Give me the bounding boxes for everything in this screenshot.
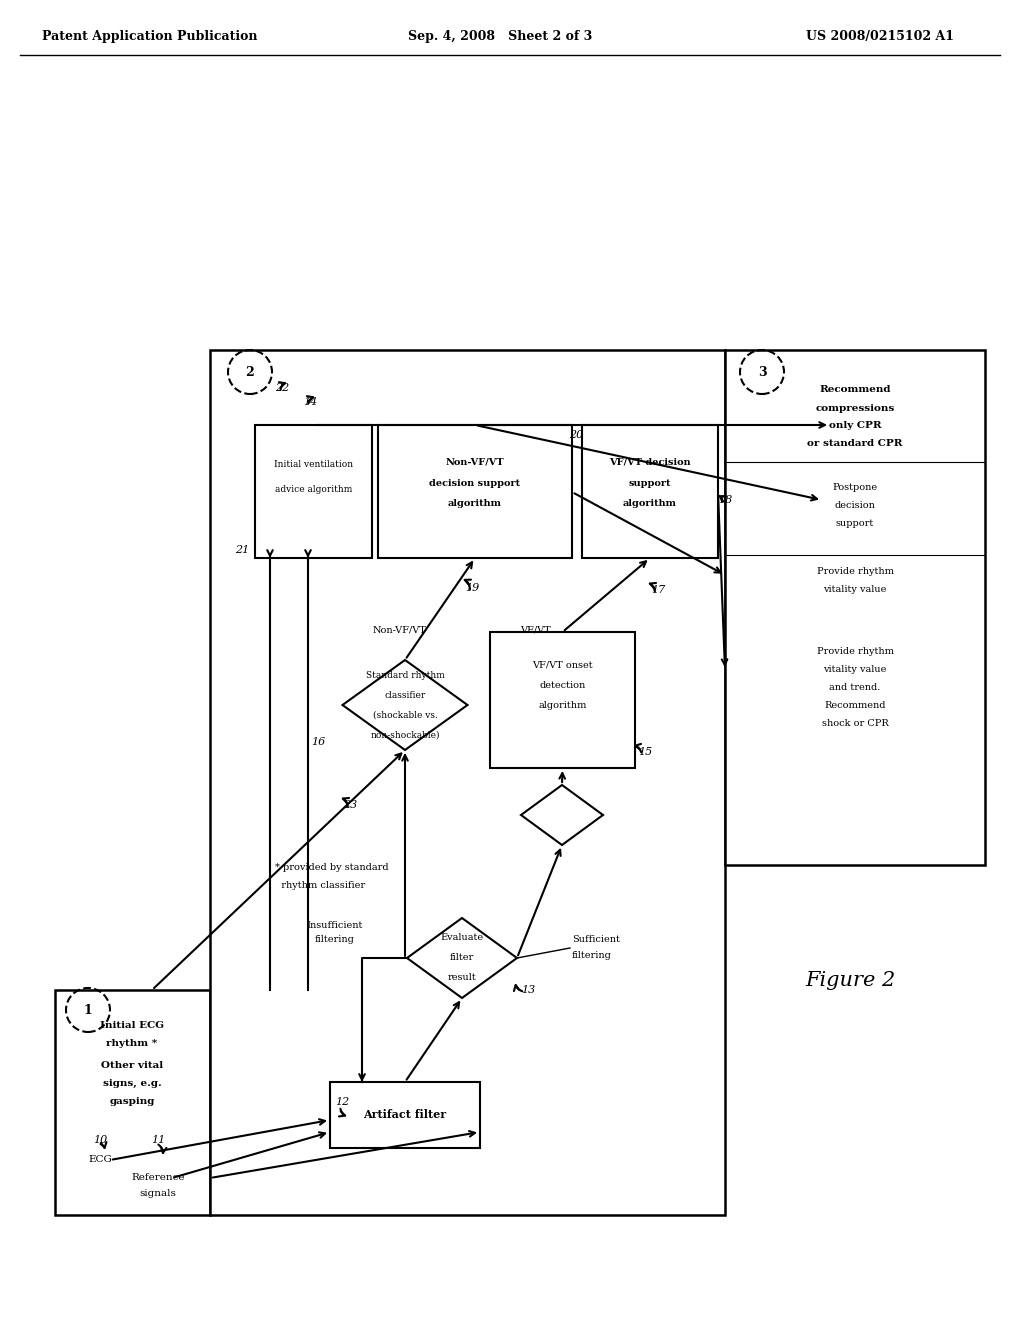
Text: 1: 1 <box>84 1003 92 1016</box>
Text: or standard CPR: or standard CPR <box>807 440 903 449</box>
Text: 20: 20 <box>569 430 583 440</box>
Text: decision: decision <box>835 502 876 511</box>
Text: Provide rhythm: Provide rhythm <box>816 648 894 656</box>
Text: vitality value: vitality value <box>823 586 887 594</box>
Text: 10: 10 <box>93 1135 108 1144</box>
FancyBboxPatch shape <box>55 990 210 1214</box>
Text: 14: 14 <box>303 397 317 407</box>
FancyBboxPatch shape <box>330 1082 480 1148</box>
Text: VF/VT: VF/VT <box>519 626 550 635</box>
Text: 23: 23 <box>343 800 357 810</box>
Text: 17: 17 <box>651 585 666 595</box>
Text: 22: 22 <box>274 383 289 393</box>
Text: Non-VF/VT: Non-VF/VT <box>445 458 504 466</box>
Polygon shape <box>521 785 603 845</box>
Text: signs, e.g.: signs, e.g. <box>102 1078 162 1088</box>
Text: Evaluate: Evaluate <box>440 933 483 942</box>
Text: Non-VF/VT: Non-VF/VT <box>373 626 427 635</box>
Text: algorithm: algorithm <box>539 701 587 710</box>
Text: decision support: decision support <box>429 479 520 487</box>
Text: signals: signals <box>139 1189 176 1199</box>
Text: (shockable vs.: (shockable vs. <box>373 710 437 719</box>
Text: Sep. 4, 2008   Sheet 2 of 3: Sep. 4, 2008 Sheet 2 of 3 <box>408 30 592 44</box>
Text: algorithm: algorithm <box>623 499 677 508</box>
Text: Initial ventilation: Initial ventilation <box>274 461 353 470</box>
Text: 15: 15 <box>638 747 652 756</box>
Text: filter: filter <box>450 953 474 962</box>
FancyBboxPatch shape <box>378 425 572 558</box>
Text: support: support <box>836 520 874 528</box>
Text: and trend.: and trend. <box>829 684 881 693</box>
Text: result: result <box>447 974 476 982</box>
Text: Other vital: Other vital <box>101 1060 163 1069</box>
Text: VF/VT onset: VF/VT onset <box>532 660 593 669</box>
Text: classifier: classifier <box>384 690 426 700</box>
Text: non-shockable): non-shockable) <box>371 730 439 739</box>
Text: detection: detection <box>540 681 586 689</box>
Text: support: support <box>629 479 672 487</box>
Text: Sufficient: Sufficient <box>572 936 620 945</box>
Text: * provided by standard: * provided by standard <box>275 863 389 873</box>
Text: rhythm classifier: rhythm classifier <box>275 880 366 890</box>
Text: Reference: Reference <box>131 1173 184 1183</box>
Polygon shape <box>342 660 468 750</box>
Text: 18: 18 <box>718 495 732 506</box>
Text: Recommend: Recommend <box>824 701 886 710</box>
Text: gasping: gasping <box>110 1097 155 1106</box>
Text: 12: 12 <box>335 1097 349 1107</box>
Text: shock or CPR: shock or CPR <box>821 719 889 729</box>
FancyBboxPatch shape <box>255 425 372 558</box>
Text: only CPR: only CPR <box>828 421 882 430</box>
Text: Recommend: Recommend <box>819 385 891 395</box>
FancyBboxPatch shape <box>725 350 985 865</box>
Text: Patent Application Publication: Patent Application Publication <box>42 30 258 44</box>
Polygon shape <box>407 917 517 998</box>
Text: compressions: compressions <box>815 404 895 413</box>
Text: advice algorithm: advice algorithm <box>274 486 352 495</box>
FancyBboxPatch shape <box>582 425 718 558</box>
FancyBboxPatch shape <box>490 632 635 768</box>
Text: Figure 2: Figure 2 <box>805 970 895 990</box>
Text: VF/VT decision: VF/VT decision <box>609 458 691 466</box>
Text: Artifact filter: Artifact filter <box>364 1110 446 1121</box>
Text: 19: 19 <box>465 583 479 593</box>
Text: vitality value: vitality value <box>823 665 887 675</box>
Text: Standard rhythm: Standard rhythm <box>366 671 444 680</box>
Text: 11: 11 <box>151 1135 165 1144</box>
Text: ECG: ECG <box>88 1155 112 1164</box>
Text: Provide rhythm: Provide rhythm <box>816 568 894 577</box>
Text: Insufficient: Insufficient <box>307 920 364 929</box>
Text: filtering: filtering <box>572 950 612 960</box>
Text: rhythm *: rhythm * <box>106 1039 158 1048</box>
Text: Initial ECG: Initial ECG <box>100 1020 164 1030</box>
Text: US 2008/0215102 A1: US 2008/0215102 A1 <box>806 30 954 44</box>
Text: Postpone: Postpone <box>833 483 878 492</box>
Text: 13: 13 <box>521 985 536 995</box>
Text: 21: 21 <box>234 545 249 554</box>
Text: algorithm: algorithm <box>449 499 502 508</box>
Text: filtering: filtering <box>315 936 355 945</box>
Text: 3: 3 <box>758 366 766 379</box>
Text: 2: 2 <box>246 366 254 379</box>
Text: 16: 16 <box>311 737 326 747</box>
FancyBboxPatch shape <box>210 350 725 1214</box>
